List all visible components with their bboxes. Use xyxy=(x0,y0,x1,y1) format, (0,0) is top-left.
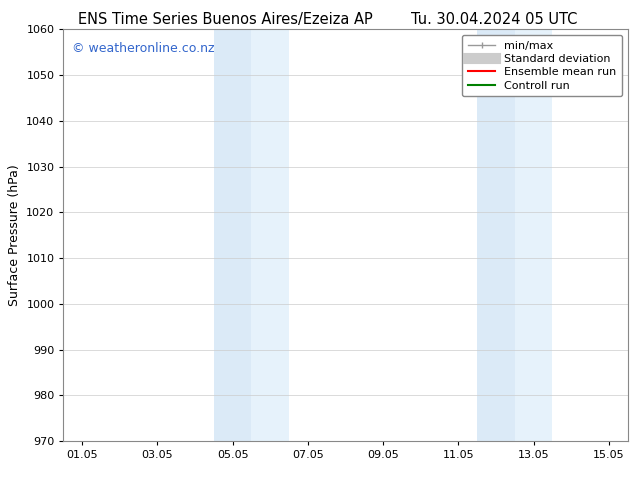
Y-axis label: Surface Pressure (hPa): Surface Pressure (hPa) xyxy=(8,164,21,306)
Text: Tu. 30.04.2024 05 UTC: Tu. 30.04.2024 05 UTC xyxy=(411,12,578,27)
Text: © weatheronline.co.nz: © weatheronline.co.nz xyxy=(72,42,214,55)
Bar xyxy=(477,29,515,441)
Bar xyxy=(214,29,252,441)
Bar xyxy=(252,29,289,441)
Text: ENS Time Series Buenos Aires/Ezeiza AP: ENS Time Series Buenos Aires/Ezeiza AP xyxy=(78,12,372,27)
Legend: min/max, Standard deviation, Ensemble mean run, Controll run: min/max, Standard deviation, Ensemble me… xyxy=(462,35,622,96)
Bar xyxy=(515,29,552,441)
